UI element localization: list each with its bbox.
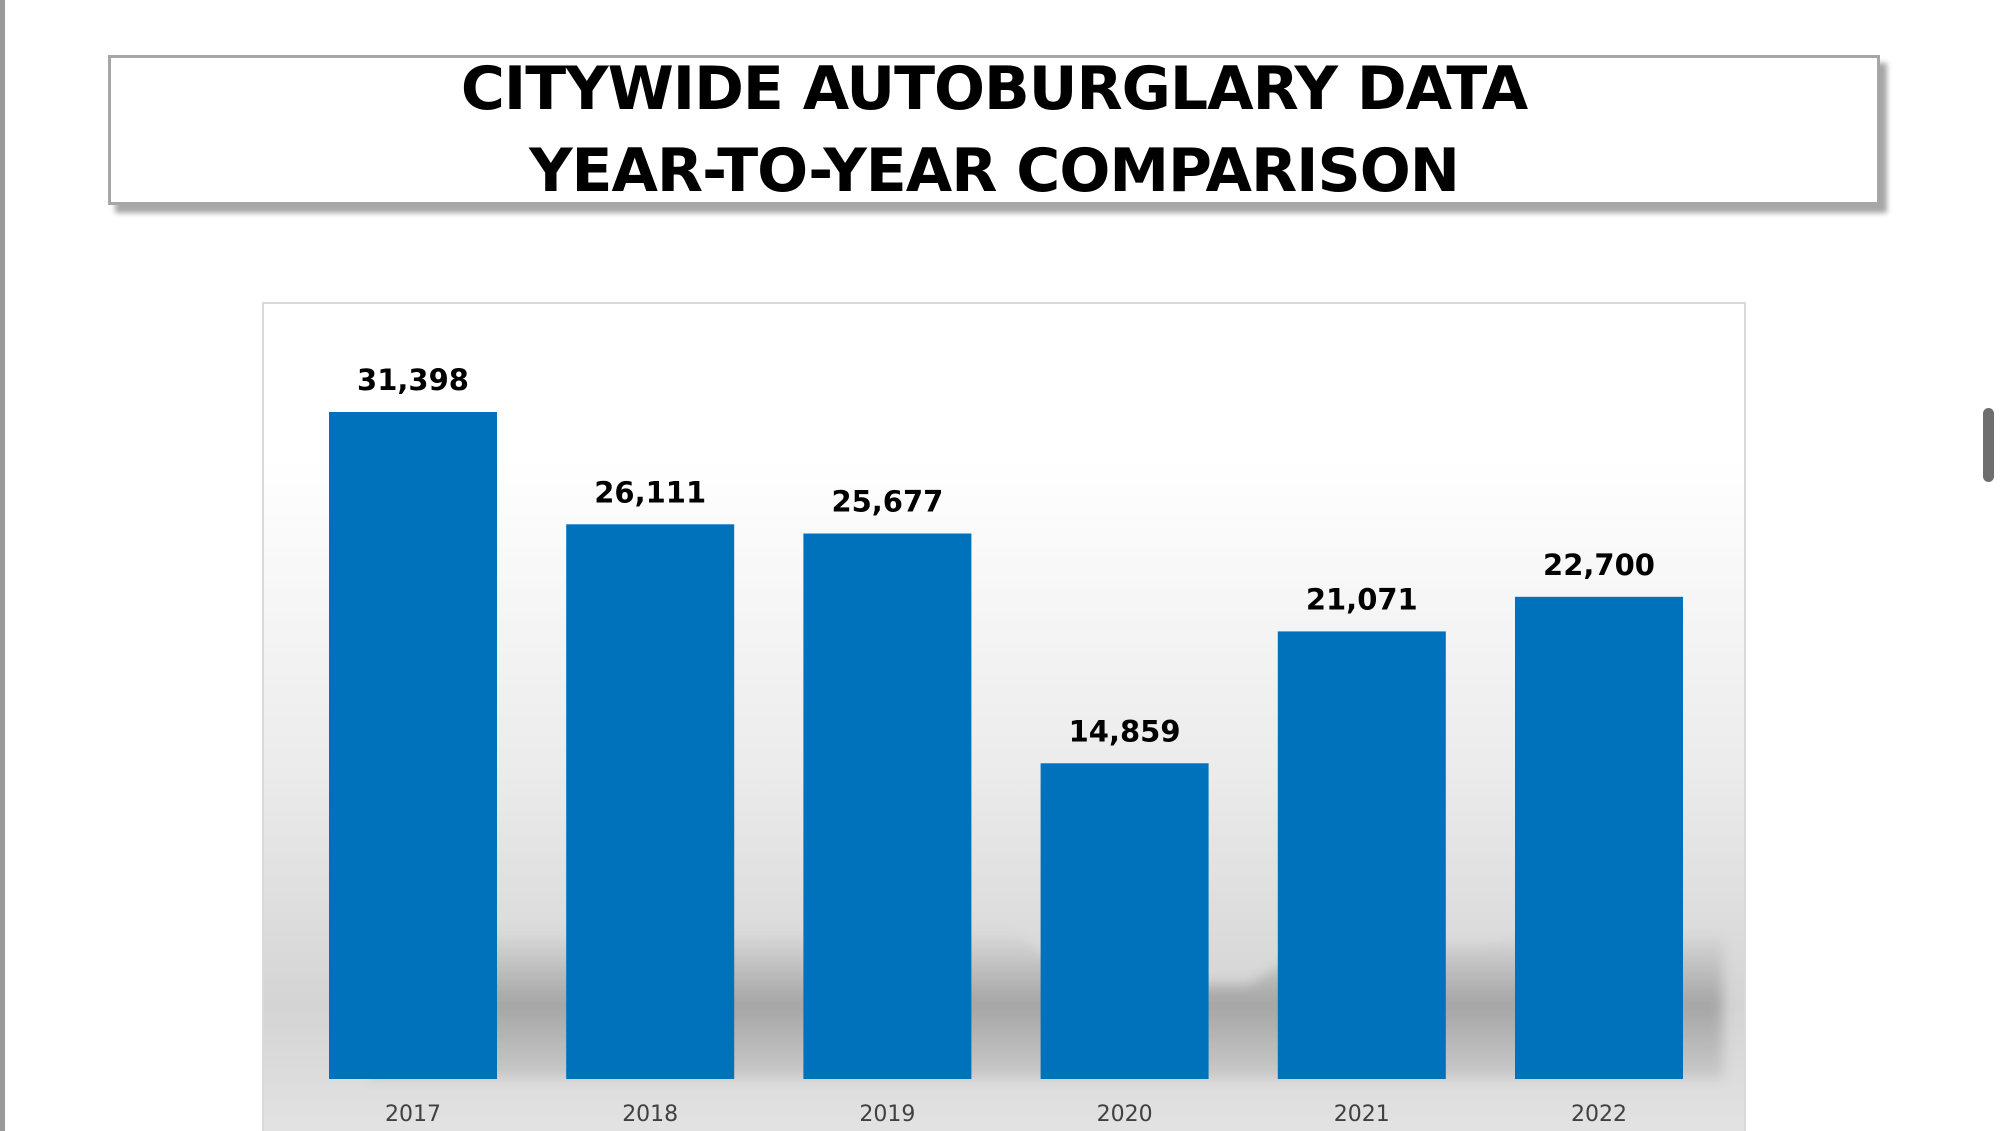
- title-line-2: YEAR-TO-YEAR COMPARISON: [529, 136, 1460, 206]
- category-ticks-layer: 2017 2018 2019 2020 2021 2022: [385, 1102, 1627, 1127]
- bar-value-label-2019: 25,677: [831, 485, 943, 519]
- title-line-1: CITYWIDE AUTOBURGLARY DATA: [460, 54, 1528, 124]
- bar-value-label-2018: 26,111: [594, 475, 706, 509]
- title-box: CITYWIDE AUTOBURGLARY DATA YEAR-TO-YEAR …: [108, 54, 1880, 206]
- bar-2021: [1277, 631, 1446, 1079]
- scrollbar-thumb[interactable]: [1983, 408, 1994, 482]
- bar-2019: [803, 533, 972, 1079]
- x-tick-label-2018: 2018: [622, 1102, 678, 1127]
- x-tick-label-2021: 2021: [1334, 1102, 1390, 1127]
- chart-area: 31,398 26,111 25,677 14,859 21,071 22,700 201…: [262, 302, 1746, 1131]
- bar-value-label-2021: 21,071: [1306, 582, 1418, 616]
- x-tick-label-2019: 2019: [859, 1102, 915, 1127]
- window-left-edge: [0, 0, 5, 1131]
- bar-2018: [566, 524, 735, 1079]
- bar-2017: [329, 412, 497, 1079]
- bar-2020: [1040, 763, 1209, 1079]
- bar-value-label-2020: 14,859: [1069, 714, 1181, 748]
- x-tick-label-2017: 2017: [385, 1102, 441, 1127]
- bars-layer: [329, 412, 1683, 1079]
- x-tick-label-2022: 2022: [1571, 1102, 1627, 1127]
- bar-value-label-2022: 22,700: [1543, 548, 1655, 582]
- value-labels-layer: 31,398 26,111 25,677 14,859 21,071 22,700: [357, 363, 1655, 748]
- bar-value-label-2017: 31,398: [357, 363, 469, 397]
- bar-chart: 31,398 26,111 25,677 14,859 21,071 22,700 201…: [329, 363, 1723, 1127]
- x-tick-label-2020: 2020: [1097, 1102, 1153, 1127]
- bar-2022: [1515, 596, 1683, 1079]
